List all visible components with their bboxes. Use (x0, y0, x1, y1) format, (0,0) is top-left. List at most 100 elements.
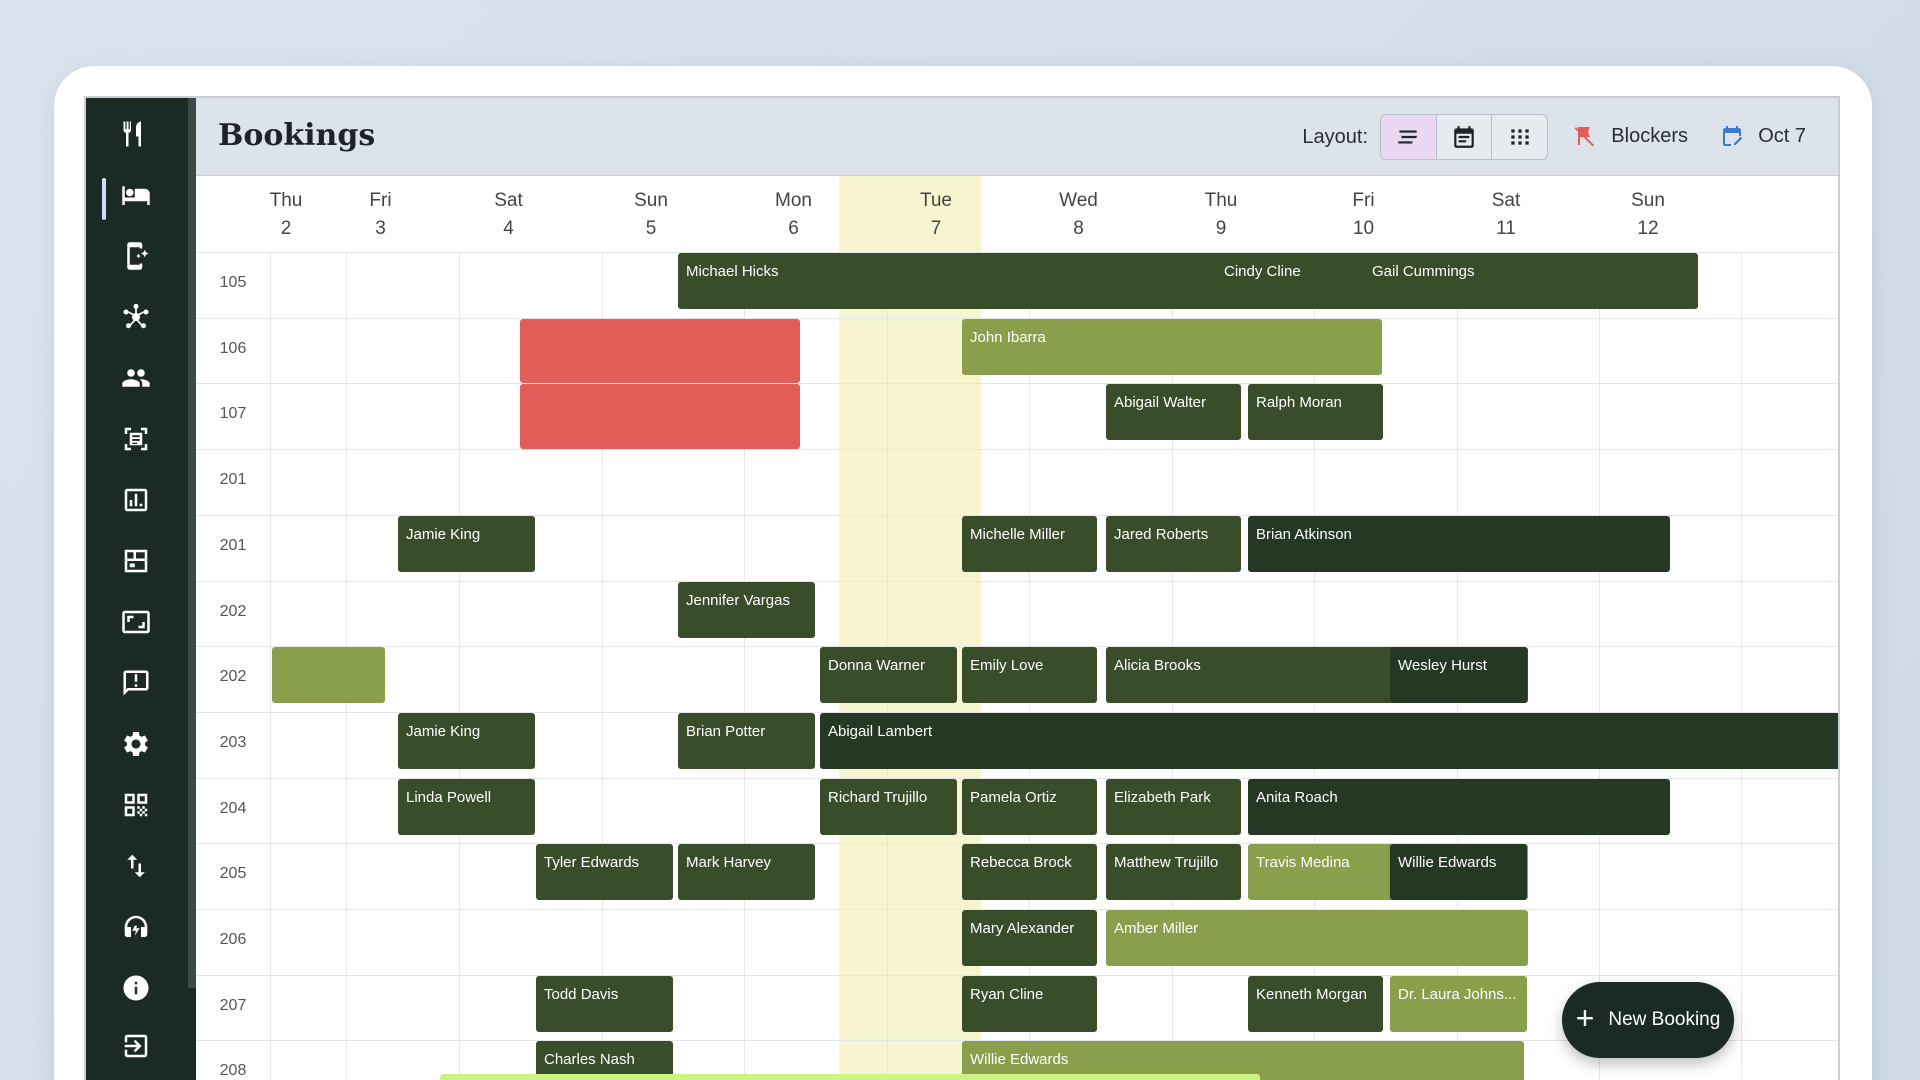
blocker-block[interactable] (520, 318, 800, 384)
day-header: Sun 5 (580, 176, 722, 252)
column-divider (1599, 252, 1600, 1080)
booking-block[interactable]: Amber Miller (1106, 910, 1528, 966)
sidebar-scrollbar[interactable] (188, 98, 196, 988)
day-name: Sat (1491, 190, 1521, 211)
booking-block[interactable]: Willie Edwards (1390, 844, 1527, 901)
sidebar-item-reports[interactable] (108, 476, 164, 524)
sidebar-item-display[interactable] (108, 598, 164, 646)
app-window: Bookings Layout: Blockers Oct 7 Thu 2 Fri 3… (84, 96, 1840, 1080)
booking-block[interactable]: Willie Edwards (962, 1041, 1524, 1080)
day-name: Thu (1204, 190, 1238, 211)
day-date: 6 (788, 218, 799, 239)
logout-icon (124, 1034, 148, 1058)
booking-block[interactable]: Tyler Edwards (536, 844, 673, 901)
room-number: 207 (219, 996, 247, 1014)
sidebar-item-qr-codes[interactable] (108, 781, 164, 829)
sidebar-item-transfers[interactable] (108, 842, 164, 890)
sidebar-item-feedback[interactable] (108, 659, 164, 707)
booking-block[interactable]: Pamela Ortiz (962, 778, 1097, 835)
booking-block[interactable]: Gail Cummings (1364, 253, 1499, 309)
day-header: Fri 10 (1292, 176, 1435, 252)
booking-block[interactable]: Jamie King (398, 712, 535, 769)
day-name: Wed (1059, 190, 1098, 211)
day-date: 5 (645, 218, 657, 239)
sidebar-item-mobile-orders[interactable] (108, 232, 164, 280)
row-divider (196, 383, 1838, 385)
booking-block[interactable]: Matthew Trujillo (1106, 844, 1241, 901)
room-number: 204 (219, 799, 247, 817)
day-name: Sun (1631, 190, 1665, 211)
calendar-edit-icon (1723, 126, 1743, 146)
selection-range-bar[interactable] (440, 1074, 1260, 1080)
sidebar-item-floor-plan[interactable] (108, 537, 164, 585)
day-name: Fri (369, 190, 392, 211)
booking-block[interactable]: Rebecca Brock (962, 844, 1097, 901)
fork-knife-icon (123, 121, 141, 147)
booking-block[interactable]: Donna Warner (820, 647, 957, 704)
booking-block[interactable]: Jamie King (398, 515, 535, 572)
sidebar-item-info[interactable] (108, 964, 164, 1012)
row-divider (196, 909, 1838, 910)
room-number: 105 (219, 274, 247, 291)
swap-vertical-icon (127, 854, 145, 878)
booking-block[interactable]: Ralph Moran (1248, 384, 1383, 441)
row-divider (196, 711, 1838, 713)
current-date-label: Oct 7 (1758, 124, 1806, 147)
sidebar-item-settings[interactable] (108, 720, 164, 768)
booking-block[interactable]: Charles Nash (536, 1041, 673, 1080)
gear-icon (124, 732, 148, 756)
booking-block[interactable]: John Ibarra (962, 318, 1382, 375)
new-booking-label: New Booking (1608, 1009, 1721, 1030)
layout-calendar-button[interactable] (1437, 115, 1493, 159)
layout-timeline-button[interactable] (1381, 115, 1437, 159)
booking-block[interactable]: Michael Hicks (678, 253, 1698, 309)
people-icon (122, 369, 150, 387)
booking-block[interactable]: Michelle Miller (962, 515, 1097, 572)
column-divider (602, 252, 603, 1080)
booking-block[interactable]: Emily Love (962, 647, 1097, 704)
booking-block[interactable]: Brian Potter (678, 712, 815, 769)
sidebar-item-documents[interactable] (108, 415, 164, 463)
booking-block[interactable]: Anita Roach (1248, 778, 1670, 835)
booking-block[interactable]: Mark Harvey (678, 844, 815, 901)
room-number: 202 (219, 668, 247, 686)
sidebar-item-bookings[interactable] (108, 171, 164, 219)
blockers-toggle[interactable]: Blockers (1573, 124, 1688, 148)
sidebar-item-logout[interactable] (108, 1022, 164, 1070)
sidebar-item-support[interactable] (108, 903, 164, 951)
booking-block[interactable]: Abigail Lambert (820, 712, 1838, 769)
booking-block[interactable]: Brian Atkinson (1248, 515, 1670, 572)
booking-block[interactable] (272, 647, 385, 704)
room-number: 107 (219, 405, 247, 423)
new-booking-button[interactable]: + New Booking (1562, 982, 1734, 1058)
booking-block[interactable]: Cindy Cline (1216, 253, 1351, 309)
aspect-ratio-icon (122, 610, 150, 634)
row-divider (196, 1040, 1838, 1042)
layout-grid-button[interactable] (1492, 115, 1547, 159)
day-date: 9 (1215, 218, 1227, 239)
blockers-label: Blockers (1611, 124, 1688, 147)
date-picker-button[interactable]: Oct 7 (1720, 124, 1806, 148)
booking-block[interactable]: Wesley Hurst (1390, 647, 1527, 704)
booking-block[interactable]: Abigail Walter (1106, 384, 1241, 441)
booking-block[interactable]: Mary Alexander (962, 910, 1097, 966)
booking-block[interactable]: Richard Trujillo (820, 778, 957, 835)
booking-block[interactable]: Jennifer Vargas (678, 581, 815, 638)
blocker-block[interactable] (520, 384, 800, 450)
booking-block[interactable]: Ryan Cline (962, 975, 1097, 1032)
grid-icon (1511, 129, 1529, 145)
sidebar-item-restaurant[interactable] (108, 110, 164, 158)
day-date: 4 (503, 218, 514, 239)
booking-block[interactable]: Kenneth Morgan (1248, 975, 1383, 1032)
day-name: Sun (634, 190, 668, 211)
day-header: Sun 12 (1577, 176, 1719, 252)
booking-calendar: Thu 2 Fri 3 Sat 4 Sun 5 Mon 6 Tue 7 Wed 8 Thu 9 Fri 10 Sat… (196, 176, 1838, 1080)
sidebar-item-guests[interactable] (108, 354, 164, 402)
booking-block[interactable]: Linda Powell (398, 778, 535, 835)
booking-block[interactable]: Elizabeth Park (1106, 778, 1241, 835)
booking-block[interactable]: Jared Roberts (1106, 515, 1241, 572)
booking-block[interactable]: Todd Davis (536, 975, 673, 1032)
sidebar-item-integrations[interactable] (108, 293, 164, 341)
calendar-icon (1454, 126, 1474, 148)
booking-block[interactable]: Dr. Laura Johns... (1390, 975, 1527, 1032)
